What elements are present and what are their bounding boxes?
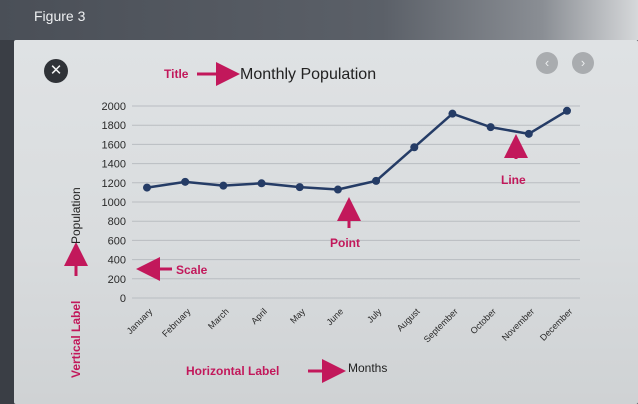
x-tick-label: December <box>538 306 574 342</box>
y-tick-labels: 0 200 400 600 800 1000 1200 1400 1600 1800 2000 <box>102 101 126 305</box>
title-annotation-label: Title <box>164 67 189 81</box>
y-tick-label: 2000 <box>102 101 126 113</box>
x-tick-label: November <box>500 306 536 342</box>
x-tick-label: May <box>288 306 307 325</box>
data-point-november <box>524 129 533 138</box>
y-tick-label: 800 <box>108 216 126 228</box>
chart-title: Monthly Population <box>240 66 376 83</box>
vertical-label-annotation: Vertical Label <box>69 301 83 378</box>
x-tick-labels: January February March April May June July Augu… <box>125 306 575 345</box>
data-point-february <box>181 177 190 186</box>
horizontal-label-annotation: Horizontal Label <box>186 364 279 378</box>
x-tick-label: July <box>365 306 384 325</box>
x-axis-label: Months <box>348 361 387 375</box>
previous-button[interactable]: ‹ <box>536 52 558 74</box>
window-top-strip <box>0 0 638 40</box>
y-tick-label: 1200 <box>102 178 126 190</box>
y-tick-label: 600 <box>108 235 126 247</box>
close-button[interactable]: ✕ <box>44 59 68 83</box>
data-point-september <box>448 109 457 118</box>
chart-panel <box>14 40 638 404</box>
y-tick-label: 1600 <box>102 139 126 151</box>
data-point-august <box>410 143 419 152</box>
point-annotation-label: Point <box>330 236 360 250</box>
x-tick-label: January <box>125 306 155 336</box>
figure-label: Figure 3 <box>34 8 86 24</box>
data-point-july <box>372 176 381 185</box>
series-population <box>143 106 571 194</box>
x-tick-label: August <box>395 306 422 333</box>
data-point-march <box>219 181 228 190</box>
x-tick-label: September <box>422 306 460 344</box>
x-tick-label: March <box>206 306 231 331</box>
series-line <box>146 109 568 191</box>
y-tick-label: 400 <box>108 255 126 267</box>
data-point-october <box>486 123 495 132</box>
y-tick-label: 200 <box>108 274 126 286</box>
data-point-december <box>563 106 571 115</box>
x-tick-label: February <box>160 306 193 339</box>
data-point-june <box>333 185 342 194</box>
x-tick-label: June <box>324 306 345 327</box>
chevron-left-icon: ‹ <box>544 55 550 70</box>
next-button[interactable]: › <box>572 52 594 74</box>
x-tick-label: October <box>468 306 498 336</box>
scale-annotation-label: Scale <box>176 263 208 277</box>
close-icon: ✕ <box>49 62 63 79</box>
y-tick-label: 1400 <box>102 159 126 171</box>
data-point-january <box>143 183 151 192</box>
y-tick-label: 1800 <box>102 120 126 132</box>
y-axis-label: Population <box>69 187 83 244</box>
y-tick-label: 0 <box>120 293 126 305</box>
y-tick-label: 1000 <box>102 197 126 209</box>
data-point-april <box>257 179 266 188</box>
line-annotation-label: Line <box>501 173 526 187</box>
x-tick-label: April <box>249 306 269 326</box>
chevron-right-icon: › <box>580 55 586 70</box>
data-point-may <box>295 183 304 192</box>
